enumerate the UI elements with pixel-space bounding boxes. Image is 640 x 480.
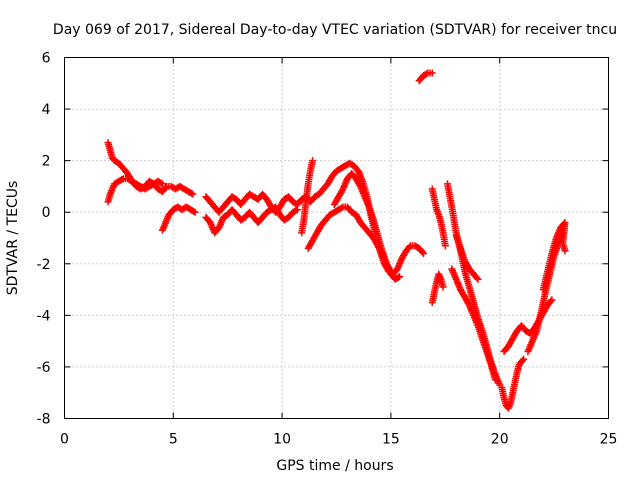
x-tick-label: 25 bbox=[600, 432, 618, 448]
x-tick-label: 20 bbox=[491, 432, 509, 448]
data-point bbox=[394, 274, 402, 282]
y-tick-label: 6 bbox=[42, 51, 51, 67]
data-point bbox=[520, 355, 528, 363]
data-point bbox=[387, 268, 395, 276]
data-point bbox=[293, 206, 301, 214]
y-tick-label: 2 bbox=[42, 154, 51, 170]
data-point bbox=[420, 249, 428, 257]
data-point bbox=[191, 208, 199, 216]
data-point bbox=[162, 184, 170, 192]
data-point bbox=[158, 180, 166, 188]
x-axis-label: GPS time / hours bbox=[276, 458, 393, 474]
data-point bbox=[189, 190, 197, 198]
data-point bbox=[386, 266, 394, 274]
y-tick-label: 0 bbox=[42, 205, 51, 221]
y-tick-label: 4 bbox=[42, 102, 51, 118]
data-point bbox=[405, 243, 413, 251]
y-tick-label: -4 bbox=[37, 308, 51, 324]
chart-title: Day 069 of 2017, Sidereal Day-to-day VTE… bbox=[53, 22, 617, 38]
y-tick-label: -8 bbox=[37, 412, 51, 428]
data-point bbox=[439, 283, 447, 291]
x-tick-label: 5 bbox=[169, 432, 178, 448]
data-point bbox=[491, 376, 499, 384]
grid-lines bbox=[64, 57, 609, 419]
x-tick-label: 10 bbox=[273, 432, 291, 448]
axis-ticks bbox=[64, 57, 609, 419]
y-tick-label: -2 bbox=[37, 257, 51, 273]
x-tick-labels: 0 5 10 15 20 25 bbox=[60, 432, 617, 448]
data-point bbox=[187, 189, 195, 197]
data-point bbox=[474, 275, 482, 283]
y-tick-labels: -8 -6 -4 -2 0 2 4 6 bbox=[37, 51, 51, 428]
data-point bbox=[118, 176, 126, 184]
data-point bbox=[441, 242, 449, 250]
y-axis-label: SDTVAR / TECUs bbox=[5, 181, 21, 296]
data-point bbox=[519, 356, 527, 364]
data-point bbox=[190, 207, 198, 215]
data-point bbox=[157, 179, 165, 187]
x-tick-label: 0 bbox=[60, 432, 69, 448]
y-tick-label: -6 bbox=[37, 360, 51, 376]
plot-frame bbox=[64, 57, 609, 419]
data-point bbox=[396, 273, 404, 281]
data-point bbox=[547, 297, 555, 305]
data-point bbox=[561, 247, 569, 255]
data-point bbox=[473, 274, 481, 282]
data-point bbox=[338, 204, 346, 212]
data-point bbox=[309, 157, 317, 165]
data-point bbox=[422, 70, 430, 78]
data-point bbox=[428, 69, 436, 77]
data-point bbox=[548, 296, 556, 304]
data-point bbox=[292, 206, 300, 214]
data-points bbox=[104, 69, 569, 412]
data-point bbox=[418, 248, 426, 256]
x-tick-label: 15 bbox=[382, 432, 400, 448]
